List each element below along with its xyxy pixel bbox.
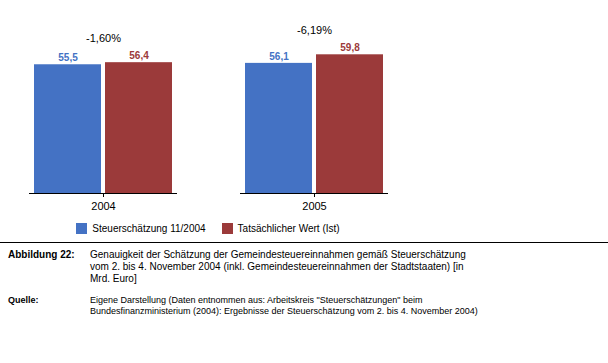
html-text:Eigene Darstellung (Daten entn: Eigene Darstellung (Daten entnommen aus:…: [90, 295, 478, 316]
html-text:Abbildung 22:: Abbildung 22:: [8, 249, 75, 260]
html-text:Quelle:: Quelle:: [8, 295, 39, 305]
svg-text:55,5: 55,5: [58, 52, 78, 63]
svg-text:56,1: 56,1: [269, 51, 289, 62]
html-text:Genauigkeit der Schätzung der: Genauigkeit der Schätzung der Gemeindest…: [90, 249, 466, 284]
svg-text:56,4: 56,4: [129, 50, 149, 61]
html-text:Tatsächlicher Wert (Ist): Tatsächlicher Wert (Ist): [237, 223, 340, 234]
svg-text:-6,19%: -6,19%: [297, 24, 332, 36]
svg-text:2005: 2005: [302, 200, 326, 212]
svg-text:-1,60%: -1,60%: [86, 32, 121, 44]
html-text:Steuerschätzung 11/2004: Steuerschätzung 11/2004: [92, 223, 206, 234]
svg-text:59,8: 59,8: [340, 42, 360, 53]
svg-text:2004: 2004: [91, 200, 115, 212]
